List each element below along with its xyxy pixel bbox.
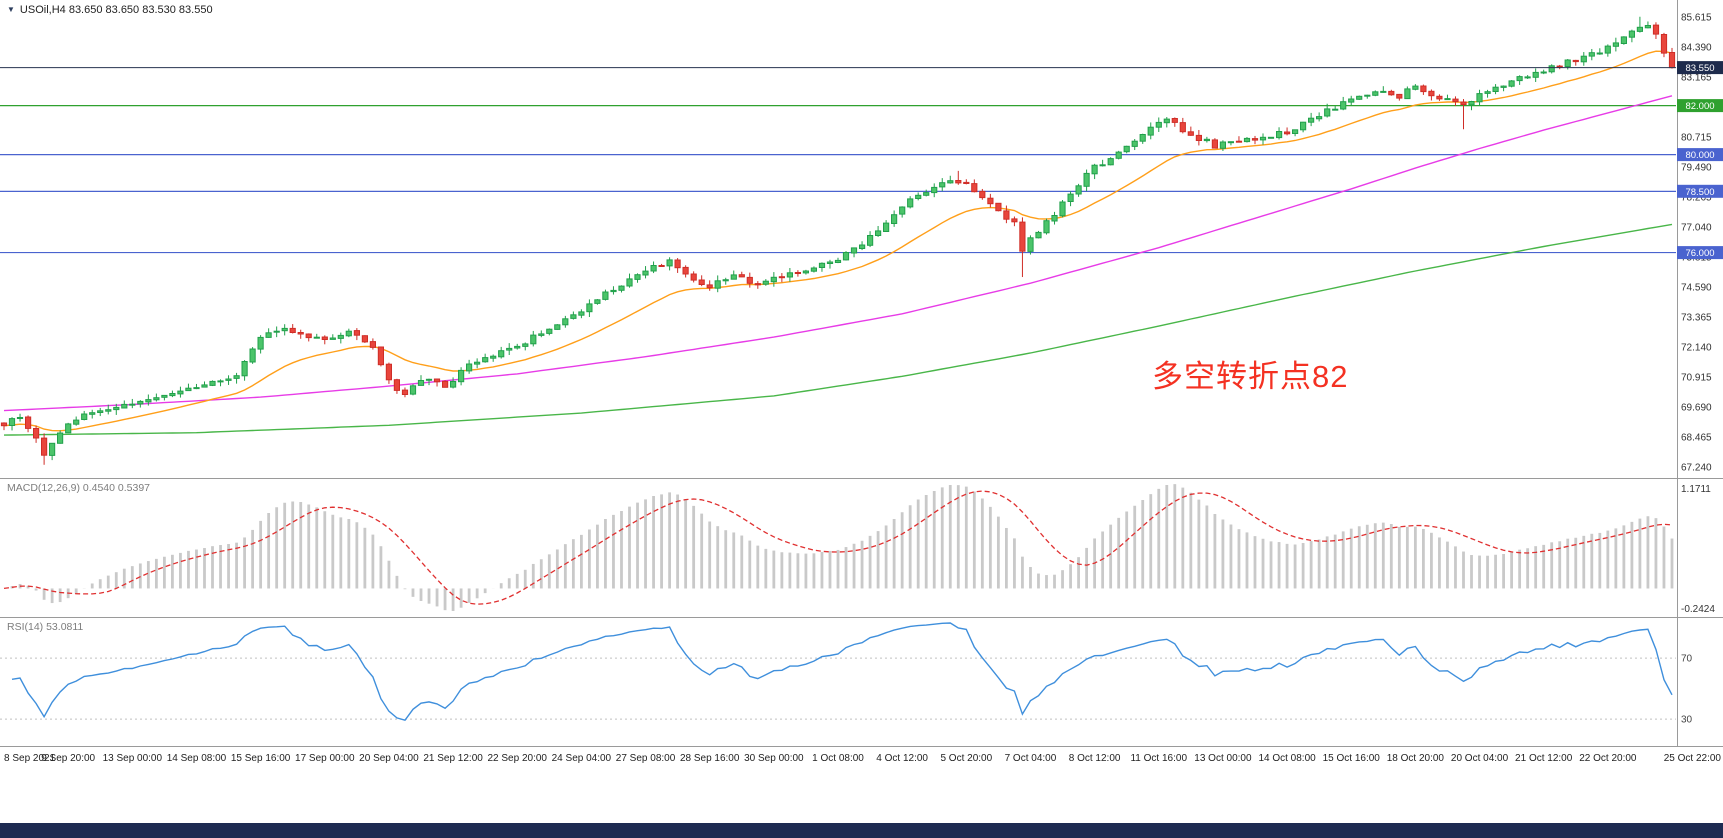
svg-text:27 Sep 08:00: 27 Sep 08:00 bbox=[616, 753, 676, 764]
svg-text:20 Sep 04:00: 20 Sep 04:00 bbox=[359, 753, 419, 764]
svg-text:67.240: 67.240 bbox=[1681, 463, 1712, 474]
svg-text:13 Oct 00:00: 13 Oct 00:00 bbox=[1194, 753, 1252, 764]
ma-mid-line bbox=[3, 95, 1673, 412]
svg-text:8 Oct 12:00: 8 Oct 12:00 bbox=[1069, 753, 1121, 764]
svg-text:8 Sep 2021: 8 Sep 2021 bbox=[4, 753, 56, 764]
annotation-text[interactable]: 多空转折点82 bbox=[1152, 359, 1349, 394]
ma-slow-line bbox=[3, 223, 1673, 436]
ma-fast-line bbox=[3, 50, 1673, 432]
svg-text:30: 30 bbox=[1681, 715, 1693, 726]
svg-text:20 Oct 04:00: 20 Oct 04:00 bbox=[1451, 753, 1509, 764]
svg-text:15 Oct 16:00: 15 Oct 16:00 bbox=[1323, 753, 1381, 764]
svg-text:5 Oct 20:00: 5 Oct 20:00 bbox=[940, 753, 992, 764]
svg-text:76.000: 76.000 bbox=[1685, 248, 1714, 259]
svg-text:22 Oct 20:00: 22 Oct 20:00 bbox=[1579, 753, 1637, 764]
svg-text:21 Oct 12:00: 21 Oct 12:00 bbox=[1515, 753, 1573, 764]
price-axis-labels[interactable]: 85.61584.39083.16581.94080.71579.49078.2… bbox=[1681, 13, 1712, 474]
svg-text:14 Oct 08:00: 14 Oct 08:00 bbox=[1258, 753, 1316, 764]
svg-text:24 Sep 04:00: 24 Sep 04:00 bbox=[552, 753, 612, 764]
svg-text:18 Oct 20:00: 18 Oct 20:00 bbox=[1387, 753, 1445, 764]
candlestick-series bbox=[0, 16, 1676, 465]
price-level-tags: 82.000 80.000 78.500 76.000 bbox=[1677, 99, 1723, 260]
svg-text:-0.2424: -0.2424 bbox=[1681, 604, 1715, 615]
macd-histogram bbox=[10, 484, 1674, 611]
svg-text:82.000: 82.000 bbox=[1685, 101, 1714, 112]
rsi-line bbox=[11, 622, 1673, 722]
svg-text:30 Sep 00:00: 30 Sep 00:00 bbox=[744, 753, 804, 764]
svg-text:1 Oct 08:00: 1 Oct 08:00 bbox=[812, 753, 864, 764]
svg-text:73.365: 73.365 bbox=[1681, 313, 1712, 324]
svg-text:9 Sep 20:00: 9 Sep 20:00 bbox=[41, 753, 95, 764]
svg-text:84.390: 84.390 bbox=[1681, 43, 1712, 54]
macd-signal-line bbox=[3, 490, 1673, 605]
svg-text:72.140: 72.140 bbox=[1681, 343, 1712, 354]
svg-text:21 Sep 12:00: 21 Sep 12:00 bbox=[423, 753, 483, 764]
svg-text:78.500: 78.500 bbox=[1685, 187, 1714, 198]
svg-text:80.715: 80.715 bbox=[1681, 133, 1712, 144]
svg-text:74.590: 74.590 bbox=[1681, 283, 1712, 294]
rsi-header: RSI(14) 53.0811 bbox=[7, 621, 84, 633]
svg-text:1.1711: 1.1711 bbox=[1681, 484, 1711, 495]
svg-text:17 Sep 00:00: 17 Sep 00:00 bbox=[295, 753, 355, 764]
panel-separators[interactable] bbox=[0, 0, 1723, 747]
svg-text:22 Sep 20:00: 22 Sep 20:00 bbox=[487, 753, 547, 764]
svg-text:83.165: 83.165 bbox=[1681, 73, 1712, 84]
svg-text:83.550: 83.550 bbox=[1685, 63, 1714, 74]
macd-header: MACD(12,26,9) 0.4540 0.5397 bbox=[7, 482, 151, 494]
svg-text:85.615: 85.615 bbox=[1681, 13, 1712, 24]
svg-text:28 Sep 16:00: 28 Sep 16:00 bbox=[680, 753, 740, 764]
svg-text:79.490: 79.490 bbox=[1681, 163, 1712, 174]
bottom-bar bbox=[0, 823, 1723, 838]
chart-title-bar: ▼ USOil,H4 83.650 83.650 83.530 83.550 bbox=[7, 4, 213, 16]
horizontal-level-lines[interactable] bbox=[0, 104, 1676, 254]
svg-text:70.915: 70.915 bbox=[1681, 373, 1712, 384]
svg-text:7 Oct 04:00: 7 Oct 04:00 bbox=[1005, 753, 1057, 764]
svg-text:13 Sep 00:00: 13 Sep 00:00 bbox=[103, 753, 163, 764]
svg-text:69.690: 69.690 bbox=[1681, 403, 1712, 414]
svg-text:70: 70 bbox=[1681, 654, 1693, 665]
svg-text:25 Oct 22:00: 25 Oct 22:00 bbox=[1664, 753, 1722, 764]
dropdown-icon[interactable]: ▼ bbox=[7, 5, 15, 14]
svg-text:68.465: 68.465 bbox=[1681, 433, 1712, 444]
svg-text:15 Sep 16:00: 15 Sep 16:00 bbox=[231, 753, 291, 764]
rsi-axis-labels: 70 30 bbox=[1681, 654, 1693, 726]
svg-text:77.040: 77.040 bbox=[1681, 223, 1712, 234]
current-price-tag: 83.550 bbox=[1677, 61, 1723, 74]
svg-text:80.000: 80.000 bbox=[1685, 150, 1714, 161]
symbol-ohlc-title: USOil,H4 83.650 83.650 83.530 83.550 bbox=[19, 4, 213, 16]
rsi-level-lines bbox=[0, 657, 1676, 720]
svg-text:78.265: 78.265 bbox=[1681, 193, 1712, 204]
svg-text:4 Oct 12:00: 4 Oct 12:00 bbox=[876, 753, 928, 764]
macd-axis-labels: 1.1711 -0.2424 bbox=[1681, 484, 1715, 615]
svg-text:11 Oct 16:00: 11 Oct 16:00 bbox=[1130, 753, 1187, 764]
svg-text:14 Sep 08:00: 14 Sep 08:00 bbox=[167, 753, 227, 764]
